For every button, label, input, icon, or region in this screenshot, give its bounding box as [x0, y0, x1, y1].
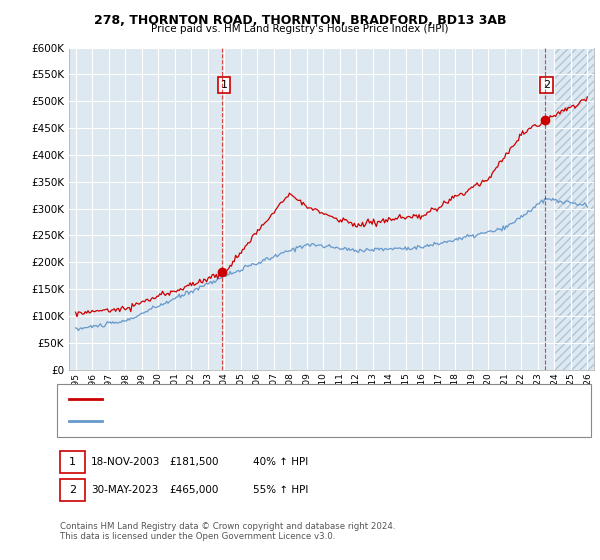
Text: 2: 2	[69, 485, 76, 495]
Text: 55% ↑ HPI: 55% ↑ HPI	[253, 485, 308, 495]
Text: 40% ↑ HPI: 40% ↑ HPI	[253, 457, 308, 467]
Bar	[554, 48, 596, 370]
Text: 2: 2	[543, 80, 550, 90]
Text: Contains HM Land Registry data © Crown copyright and database right 2024.: Contains HM Land Registry data © Crown c…	[60, 522, 395, 531]
Text: £465,000: £465,000	[169, 485, 218, 495]
Text: HPI: Average price, detached house, Bradford: HPI: Average price, detached house, Brad…	[109, 417, 326, 426]
Text: 30-MAY-2023: 30-MAY-2023	[91, 485, 158, 495]
Bar	[554, 37, 596, 370]
Text: 278, THORNTON ROAD, THORNTON, BRADFORD, BD13 3AB (detached house): 278, THORNTON ROAD, THORNTON, BRADFORD, …	[109, 395, 477, 404]
Text: 1: 1	[220, 80, 227, 90]
Text: 278, THORNTON ROAD, THORNTON, BRADFORD, BD13 3AB: 278, THORNTON ROAD, THORNTON, BRADFORD, …	[94, 14, 506, 27]
Text: This data is licensed under the Open Government Licence v3.0.: This data is licensed under the Open Gov…	[60, 532, 335, 541]
Text: 1: 1	[69, 457, 76, 467]
Text: 18-NOV-2003: 18-NOV-2003	[91, 457, 161, 467]
Text: £181,500: £181,500	[169, 457, 219, 467]
Text: Price paid vs. HM Land Registry's House Price Index (HPI): Price paid vs. HM Land Registry's House …	[151, 24, 449, 34]
